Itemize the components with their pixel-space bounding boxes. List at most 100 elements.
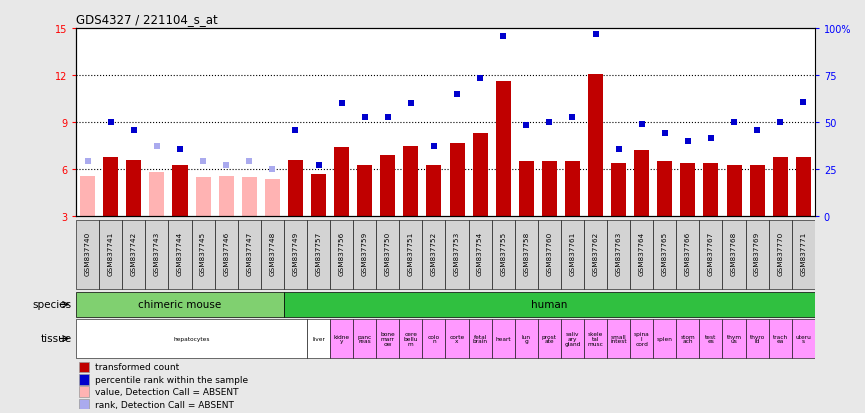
Text: small
intest: small intest	[611, 334, 627, 344]
Bar	[472, 134, 488, 217]
Text: stom
ach: stom ach	[681, 334, 695, 344]
Text: GSM837763: GSM837763	[616, 232, 622, 275]
Bar	[491, 221, 515, 290]
Bar	[515, 221, 538, 290]
Bar	[307, 221, 330, 290]
Text: GSM837754: GSM837754	[477, 232, 483, 275]
Bar	[676, 221, 700, 290]
Text: GSM837747: GSM837747	[247, 232, 253, 275]
Text: GSM837751: GSM837751	[408, 232, 413, 275]
Text: GSM837758: GSM837758	[523, 232, 529, 275]
Text: hepatocytes: hepatocytes	[173, 336, 210, 341]
Text: GSM837746: GSM837746	[223, 232, 229, 275]
Bar	[79, 399, 89, 409]
Bar	[634, 151, 650, 217]
Bar	[515, 319, 538, 358]
Text: GSM837741: GSM837741	[108, 232, 113, 275]
Bar	[215, 221, 238, 290]
Bar	[469, 221, 491, 290]
Text: corte
x: corte x	[450, 334, 465, 344]
Text: skele
tal
musc: skele tal musc	[587, 332, 604, 346]
Bar	[238, 221, 261, 290]
Bar	[79, 387, 89, 397]
Bar	[353, 221, 376, 290]
Text: chimeric mouse: chimeric mouse	[138, 299, 221, 310]
Bar	[126, 161, 141, 217]
Bar	[381, 156, 395, 217]
Text: GSM837771: GSM837771	[800, 232, 806, 275]
Bar	[261, 221, 284, 290]
Bar	[607, 319, 630, 358]
Bar	[772, 157, 788, 217]
Text: GSM837768: GSM837768	[731, 232, 737, 275]
Text: colo
n: colo n	[428, 334, 440, 344]
Bar	[150, 173, 164, 217]
Bar	[99, 221, 122, 290]
Text: value, Detection Call = ABSENT: value, Detection Call = ABSENT	[95, 387, 239, 396]
Bar	[403, 146, 419, 217]
Bar	[496, 82, 510, 217]
Bar	[76, 292, 284, 317]
Text: GSM837757: GSM837757	[316, 232, 322, 275]
Bar	[80, 176, 95, 217]
Bar	[311, 175, 326, 217]
Text: GSM837759: GSM837759	[362, 232, 368, 275]
Text: cere
bellu
m: cere bellu m	[404, 332, 418, 346]
Bar	[746, 319, 769, 358]
Text: uteru
s: uteru s	[795, 334, 811, 344]
Bar	[491, 319, 515, 358]
Bar	[584, 221, 607, 290]
Text: lun
g: lun g	[522, 334, 531, 344]
Text: GSM837752: GSM837752	[431, 232, 437, 275]
Bar	[700, 319, 722, 358]
Text: panc
reas: panc reas	[357, 334, 372, 344]
Text: GSM837750: GSM837750	[385, 232, 391, 275]
Text: percentile rank within the sample: percentile rank within the sample	[95, 375, 248, 384]
Bar	[76, 319, 307, 358]
Bar	[727, 165, 741, 217]
Text: thym
us: thym us	[727, 334, 741, 344]
Bar	[653, 319, 676, 358]
Text: GSM837742: GSM837742	[131, 232, 137, 275]
Text: transformed count: transformed count	[95, 363, 179, 372]
Bar	[791, 221, 815, 290]
Text: GSM837765: GSM837765	[662, 232, 668, 275]
Bar	[630, 221, 653, 290]
Text: GSM837748: GSM837748	[269, 232, 275, 275]
Text: GSM837740: GSM837740	[85, 232, 91, 275]
Bar	[676, 319, 700, 358]
Bar	[445, 221, 469, 290]
Bar	[400, 319, 422, 358]
Bar	[422, 319, 445, 358]
Text: heart: heart	[496, 336, 511, 341]
Bar	[561, 221, 584, 290]
Bar	[265, 179, 280, 217]
Text: GSM837749: GSM837749	[292, 232, 298, 275]
Bar	[241, 178, 257, 217]
Bar	[122, 221, 145, 290]
Bar	[145, 221, 169, 290]
Bar	[445, 319, 469, 358]
Bar	[769, 221, 791, 290]
Bar	[653, 221, 676, 290]
Bar	[681, 164, 695, 217]
Text: human: human	[531, 299, 567, 310]
Bar	[79, 374, 89, 385]
Text: GSM837745: GSM837745	[200, 232, 206, 275]
Text: GSM837762: GSM837762	[593, 232, 599, 275]
Text: GSM837743: GSM837743	[154, 232, 160, 275]
Bar	[330, 319, 353, 358]
Bar	[172, 165, 188, 217]
Text: bone
marr
ow: bone marr ow	[381, 332, 395, 346]
Text: spina
l
cord: spina l cord	[634, 332, 650, 346]
Text: GSM837755: GSM837755	[500, 232, 506, 275]
Text: GSM837770: GSM837770	[778, 232, 783, 275]
Text: thyro
id: thyro id	[749, 334, 765, 344]
Bar	[79, 362, 89, 372]
Bar	[611, 164, 626, 217]
Text: GDS4327 / 221104_s_at: GDS4327 / 221104_s_at	[76, 13, 218, 26]
Bar	[376, 319, 400, 358]
Bar	[722, 221, 746, 290]
Bar	[791, 319, 815, 358]
Bar	[796, 157, 811, 217]
